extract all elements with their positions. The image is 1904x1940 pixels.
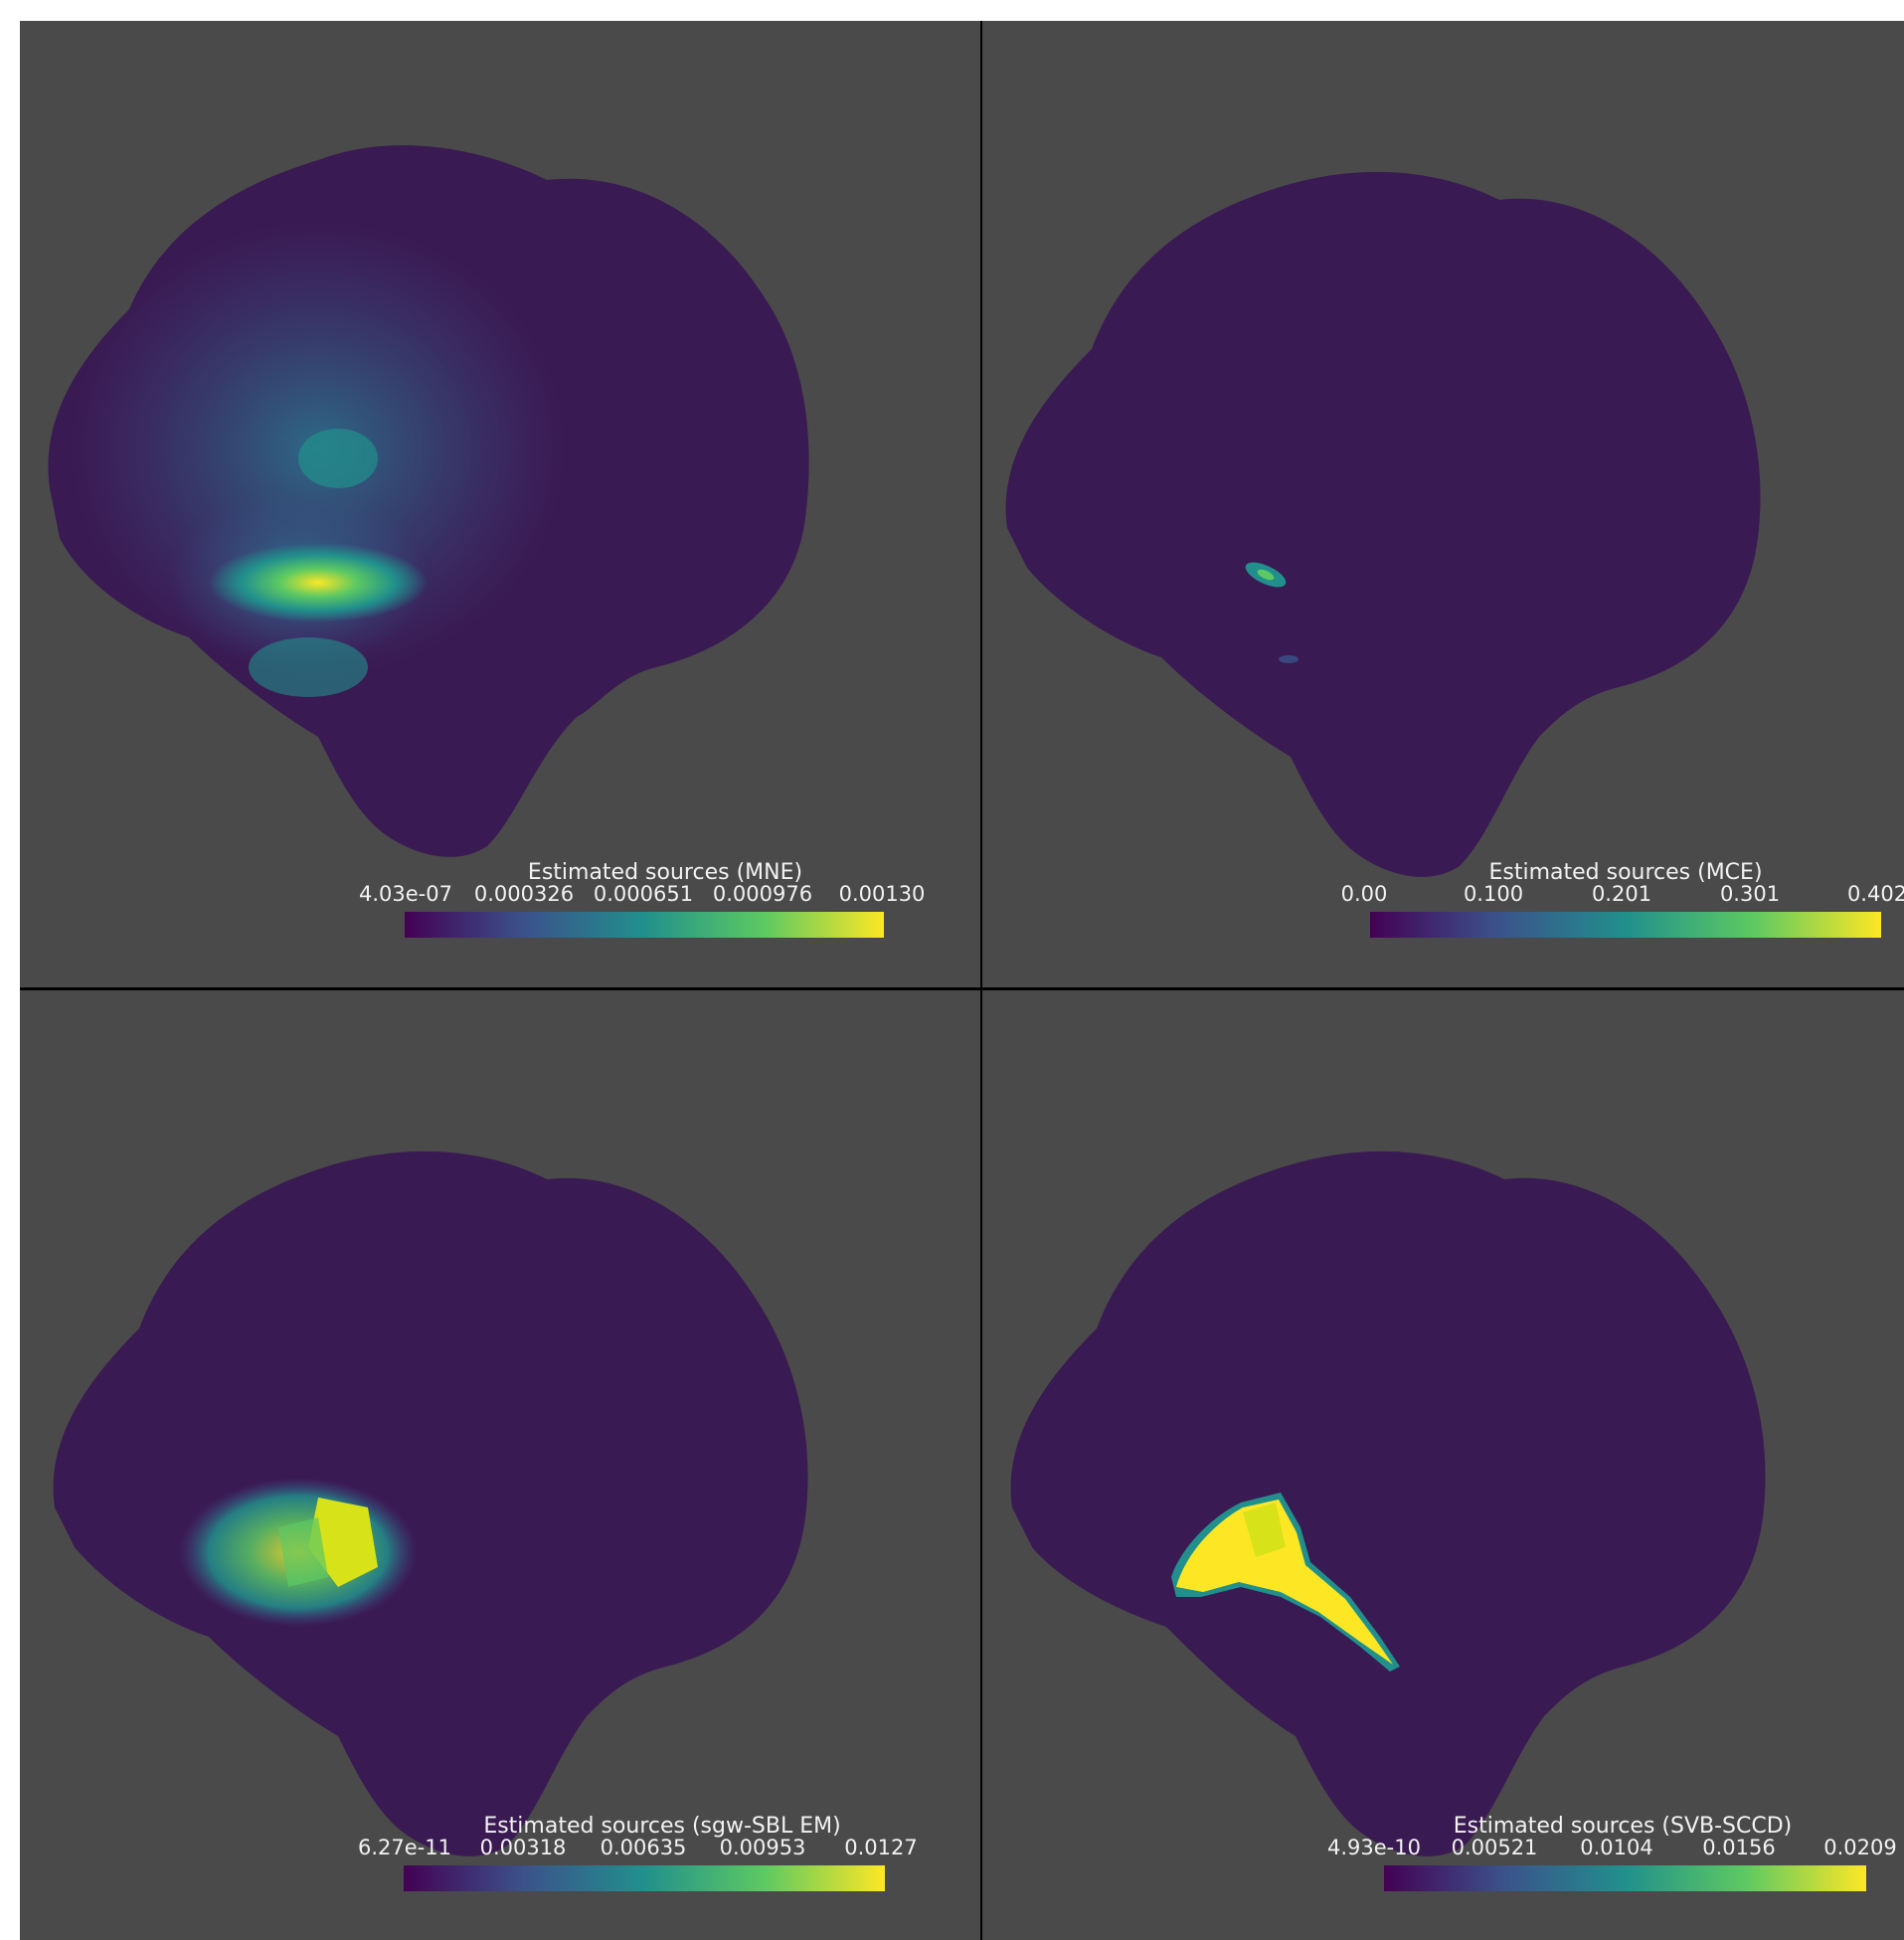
colorbar-legend-mce: Estimated sources (MCE) 0.00 0.100 0.201… <box>982 21 1904 987</box>
brain-render-svb-sccd <box>1010 1150 1766 1856</box>
colorbar-tick: 4.93e-10 <box>1327 1836 1421 1859</box>
colorbar-tick: 0.0127 <box>844 1836 918 1859</box>
colorbar-gradient <box>405 912 884 938</box>
colorbar-tick: 0.00635 <box>600 1836 687 1859</box>
panel-sgw-sbl-em: Estimated sources (sgw-SBL EM) 6.27e-11 … <box>20 990 980 1940</box>
colorbar-tick: 0.301 <box>1719 882 1781 906</box>
brain-render-sgw-sbl-em <box>53 1150 808 1856</box>
colorbar-legend-svb-sccd: Estimated sources (SVB-SCCD) 4.93e-10 0.… <box>982 990 1904 1940</box>
colorbar-tick: 0.000651 <box>593 882 694 906</box>
colorbar-title: Estimated sources (sgw-SBL EM) <box>483 1814 841 1839</box>
colorbar-tick: 0.00318 <box>479 1836 567 1859</box>
colorbar-legend-sgw-sbl-em: Estimated sources (sgw-SBL EM) 6.27e-11 … <box>20 990 980 1940</box>
colorbar-tick: 6.27e-11 <box>358 1836 451 1859</box>
brain-render-mne <box>48 145 809 857</box>
colorbar-tick: 0.0209 <box>1823 1836 1897 1859</box>
colorbar-tick: 0.00521 <box>1451 1836 1538 1859</box>
colorbar-tick: 0.402 <box>1846 882 1904 906</box>
colorbar-tick: 0.0104 <box>1580 1836 1653 1859</box>
brain-render-mce <box>1005 171 1761 877</box>
colorbar-gradient <box>1370 912 1881 938</box>
colorbar-tick: 0.000326 <box>473 882 575 906</box>
colorbar-gradient <box>404 1865 885 1891</box>
colorbar-tick: 0.00953 <box>719 1836 806 1859</box>
colorbar-tick: 0.201 <box>1591 882 1652 906</box>
colorbar-tick: 0.00 <box>1340 882 1388 906</box>
colorbar-tick: 4.03e-07 <box>359 882 452 906</box>
colorbar-title: Estimated sources (MNE) <box>527 860 803 885</box>
colorbar-tick: 0.100 <box>1463 882 1524 906</box>
colorbar-tick: 0.0156 <box>1702 1836 1776 1859</box>
colorbar-gradient <box>1384 1865 1866 1891</box>
colorbar-title: Estimated sources (SVB-SCCD) <box>1453 1814 1793 1839</box>
panel-svb-sccd: Estimated sources (SVB-SCCD) 4.93e-10 0.… <box>982 990 1904 1940</box>
figure-grid: Estimated sources (MNE) 4.03e-07 0.00032… <box>20 21 1904 1940</box>
panel-mne: Estimated sources (MNE) 4.03e-07 0.00032… <box>20 21 980 987</box>
colorbar-tick: 0.000976 <box>712 882 813 906</box>
colorbar-title: Estimated sources (MCE) <box>1488 860 1763 885</box>
colorbar-legend-mne: Estimated sources (MNE) 4.03e-07 0.00032… <box>20 21 980 987</box>
panel-mce: Estimated sources (MCE) 0.00 0.100 0.201… <box>982 21 1904 987</box>
colorbar-tick: 0.00130 <box>838 882 926 906</box>
